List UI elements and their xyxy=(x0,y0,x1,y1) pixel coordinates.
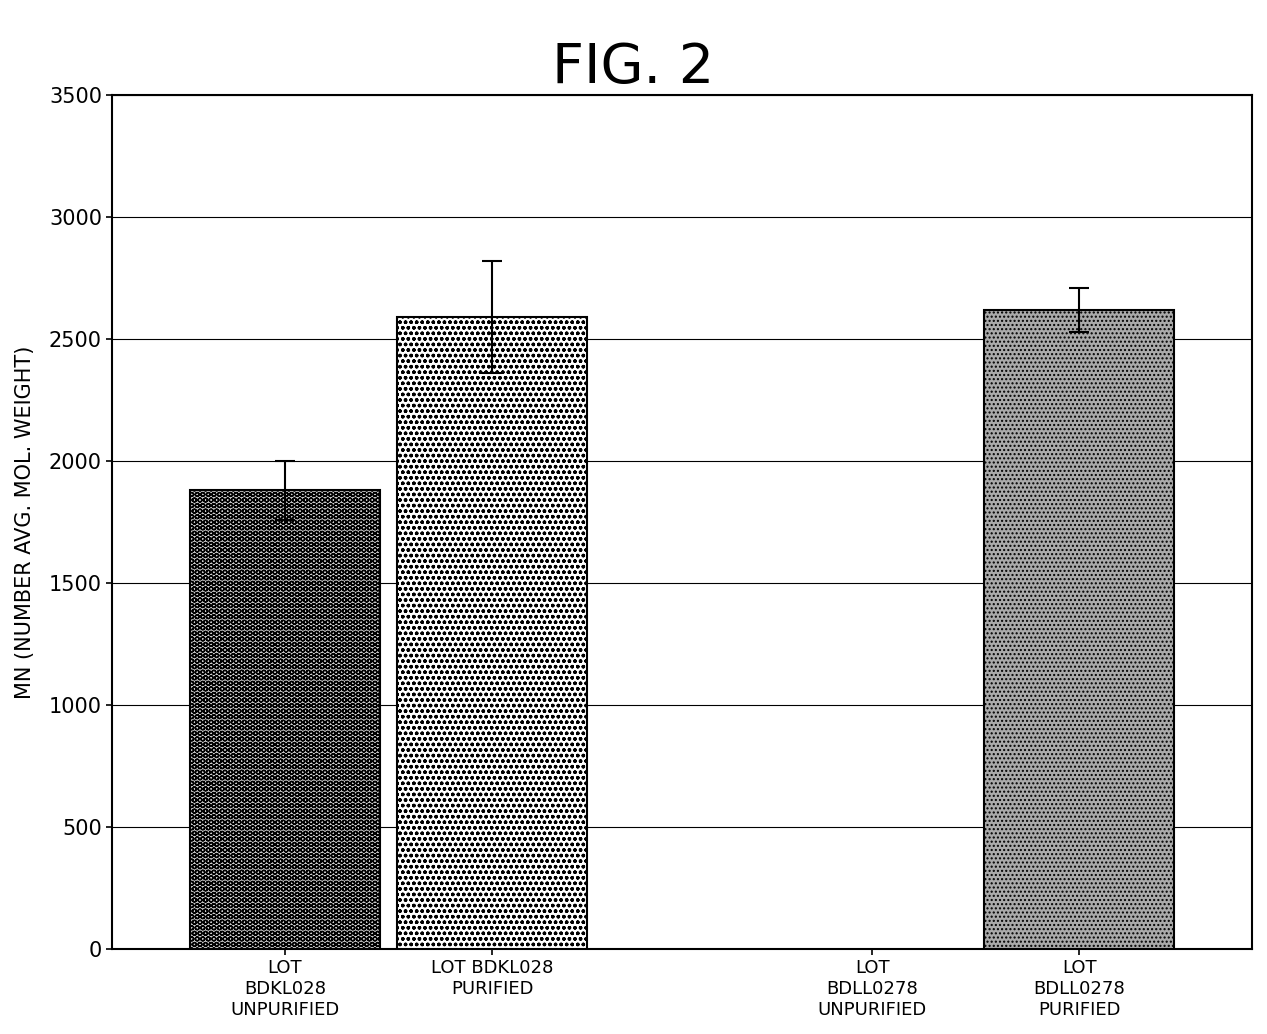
Bar xyxy=(398,317,587,949)
Bar xyxy=(190,490,380,949)
Y-axis label: MN (NUMBER AVG. MOL. WEIGHT): MN (NUMBER AVG. MOL. WEIGHT) xyxy=(15,345,35,699)
Bar xyxy=(984,310,1175,949)
Text: FIG. 2: FIG. 2 xyxy=(552,41,715,95)
